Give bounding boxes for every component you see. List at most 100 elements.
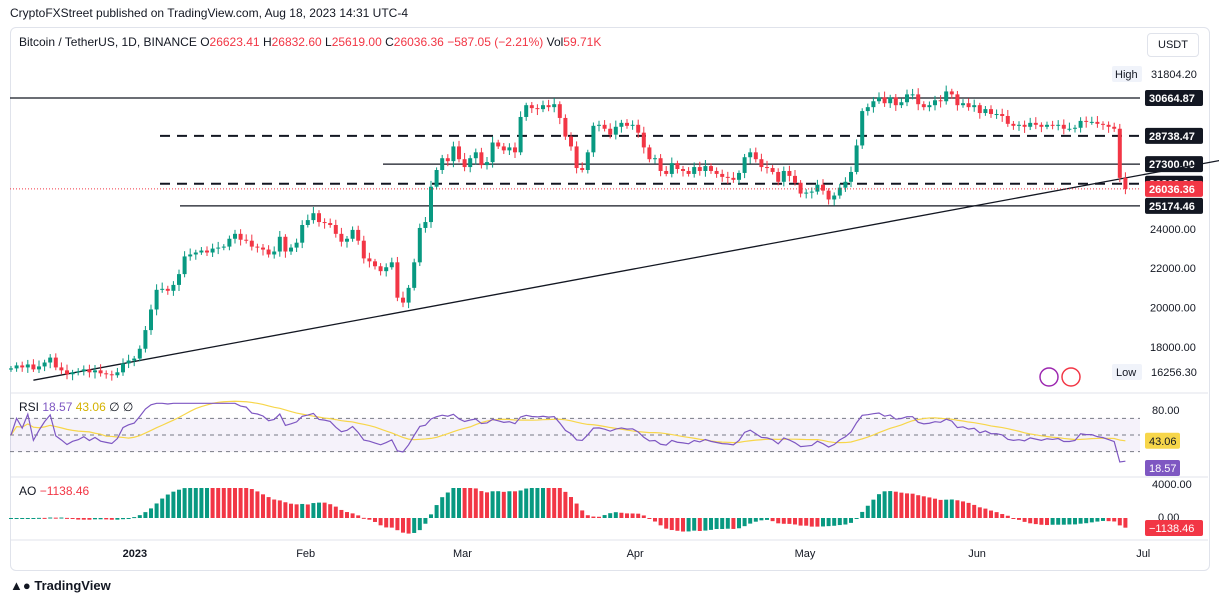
candle-body xyxy=(574,146,579,169)
candle-body xyxy=(76,371,81,373)
candle-body xyxy=(731,177,736,180)
candle-body xyxy=(804,192,809,194)
candle-body xyxy=(434,170,439,187)
ao-bar xyxy=(70,518,75,519)
candle-body xyxy=(1123,177,1128,189)
ao-bar xyxy=(149,508,153,518)
candle-body xyxy=(205,250,209,253)
ao-bar xyxy=(305,504,310,518)
ao-bar xyxy=(289,503,293,518)
low-value: 25619.00 xyxy=(331,35,382,49)
candle-body xyxy=(137,348,142,359)
candle-body xyxy=(384,267,389,272)
symbol-name[interactable]: Bitcoin / TetherUS, 1D, BINANCE xyxy=(19,35,197,49)
ao-bar xyxy=(1061,518,1066,525)
candle-body xyxy=(350,229,355,239)
candle-body xyxy=(821,184,825,191)
ao-legend: AO −1138.46 xyxy=(19,484,89,498)
candle-body xyxy=(87,369,92,373)
rsi-tag-bg xyxy=(1145,460,1180,476)
currency-button[interactable]: USDT xyxy=(1147,33,1199,57)
ao-bar xyxy=(216,488,221,518)
ao-bar xyxy=(798,518,803,526)
ao-bar xyxy=(877,494,881,518)
candle-body xyxy=(210,248,215,253)
candle-body xyxy=(871,101,876,108)
ao-bar xyxy=(1067,518,1072,525)
ao-bar xyxy=(423,518,428,524)
ao-bar xyxy=(255,491,260,518)
candle-body xyxy=(266,249,271,255)
high-label: High xyxy=(1115,69,1138,81)
ao-bar xyxy=(406,518,411,534)
candle-body xyxy=(440,158,445,170)
ao-bar xyxy=(608,513,613,518)
flag-event-icon xyxy=(1061,367,1081,387)
ao-bar xyxy=(412,518,417,533)
ao-bar xyxy=(821,518,825,527)
ao-bar xyxy=(675,518,680,531)
candle-body xyxy=(737,172,741,180)
candle-body xyxy=(1106,124,1111,127)
ao-bar xyxy=(860,511,865,518)
ao-bar xyxy=(843,518,848,525)
ao-bar xyxy=(893,491,898,518)
ao-bar xyxy=(429,514,433,518)
candle-body xyxy=(149,309,153,331)
rsi-name[interactable]: RSI xyxy=(19,400,40,414)
ao-bar xyxy=(143,512,148,518)
candle-body xyxy=(1073,127,1077,129)
tradingview-logo[interactable]: ▲● TradingView xyxy=(10,578,111,593)
ao-bar xyxy=(65,517,69,519)
ao-bar xyxy=(457,488,461,518)
ao-bar xyxy=(921,496,926,518)
ao-bar xyxy=(933,498,937,518)
ao-bar xyxy=(132,517,137,519)
candle-body xyxy=(367,258,372,262)
level-tag-bg xyxy=(1145,90,1203,107)
candle-body xyxy=(9,368,13,370)
rsi-band xyxy=(10,418,1140,452)
change-value: −587.05 (−2.21%) xyxy=(447,35,544,49)
ao-name[interactable]: AO xyxy=(19,484,37,498)
ao-bar xyxy=(989,510,993,518)
symbol-legend: Bitcoin / TetherUS, 1D, BINANCE O26623.4… xyxy=(19,35,601,49)
ao-bar xyxy=(350,513,355,518)
candle-body xyxy=(104,373,109,375)
ao-bar xyxy=(1084,518,1089,524)
candle-body xyxy=(798,182,803,194)
candle-body xyxy=(171,284,176,291)
rsi-ma-value: 43.06 xyxy=(75,400,106,414)
candle-body xyxy=(93,370,97,373)
rsi-ma-tag: 43.06 xyxy=(1149,436,1177,448)
candle-body xyxy=(933,100,937,106)
candle-body xyxy=(546,105,551,108)
ao-bar xyxy=(37,517,41,519)
ao-bar xyxy=(737,518,741,529)
ao-bar xyxy=(199,488,204,518)
high-value: 31804.20 xyxy=(1151,69,1197,81)
x-axis-tick: Jul xyxy=(1136,548,1150,560)
candle-body xyxy=(826,190,831,200)
ao-bar xyxy=(686,518,691,532)
candle-body xyxy=(473,152,478,159)
candle-body xyxy=(905,94,909,103)
candle-body xyxy=(692,167,697,174)
level-tag: 25174.46 xyxy=(1149,201,1195,213)
candle-body xyxy=(619,122,624,127)
candle-body xyxy=(1022,124,1027,127)
candle-body xyxy=(25,364,30,368)
rsi-empty-1: ∅ xyxy=(109,400,120,414)
candle-body xyxy=(776,171,781,182)
ao-bar xyxy=(972,504,977,518)
ao-bar xyxy=(753,518,758,522)
level-tag: 28738.47 xyxy=(1149,131,1195,143)
candle-body xyxy=(972,105,977,108)
candle-body xyxy=(121,363,125,373)
ao-bar xyxy=(994,512,999,518)
candle-body xyxy=(507,147,512,151)
ao-bar xyxy=(479,491,484,518)
ao-bar xyxy=(552,488,557,518)
candle-body xyxy=(42,362,47,367)
